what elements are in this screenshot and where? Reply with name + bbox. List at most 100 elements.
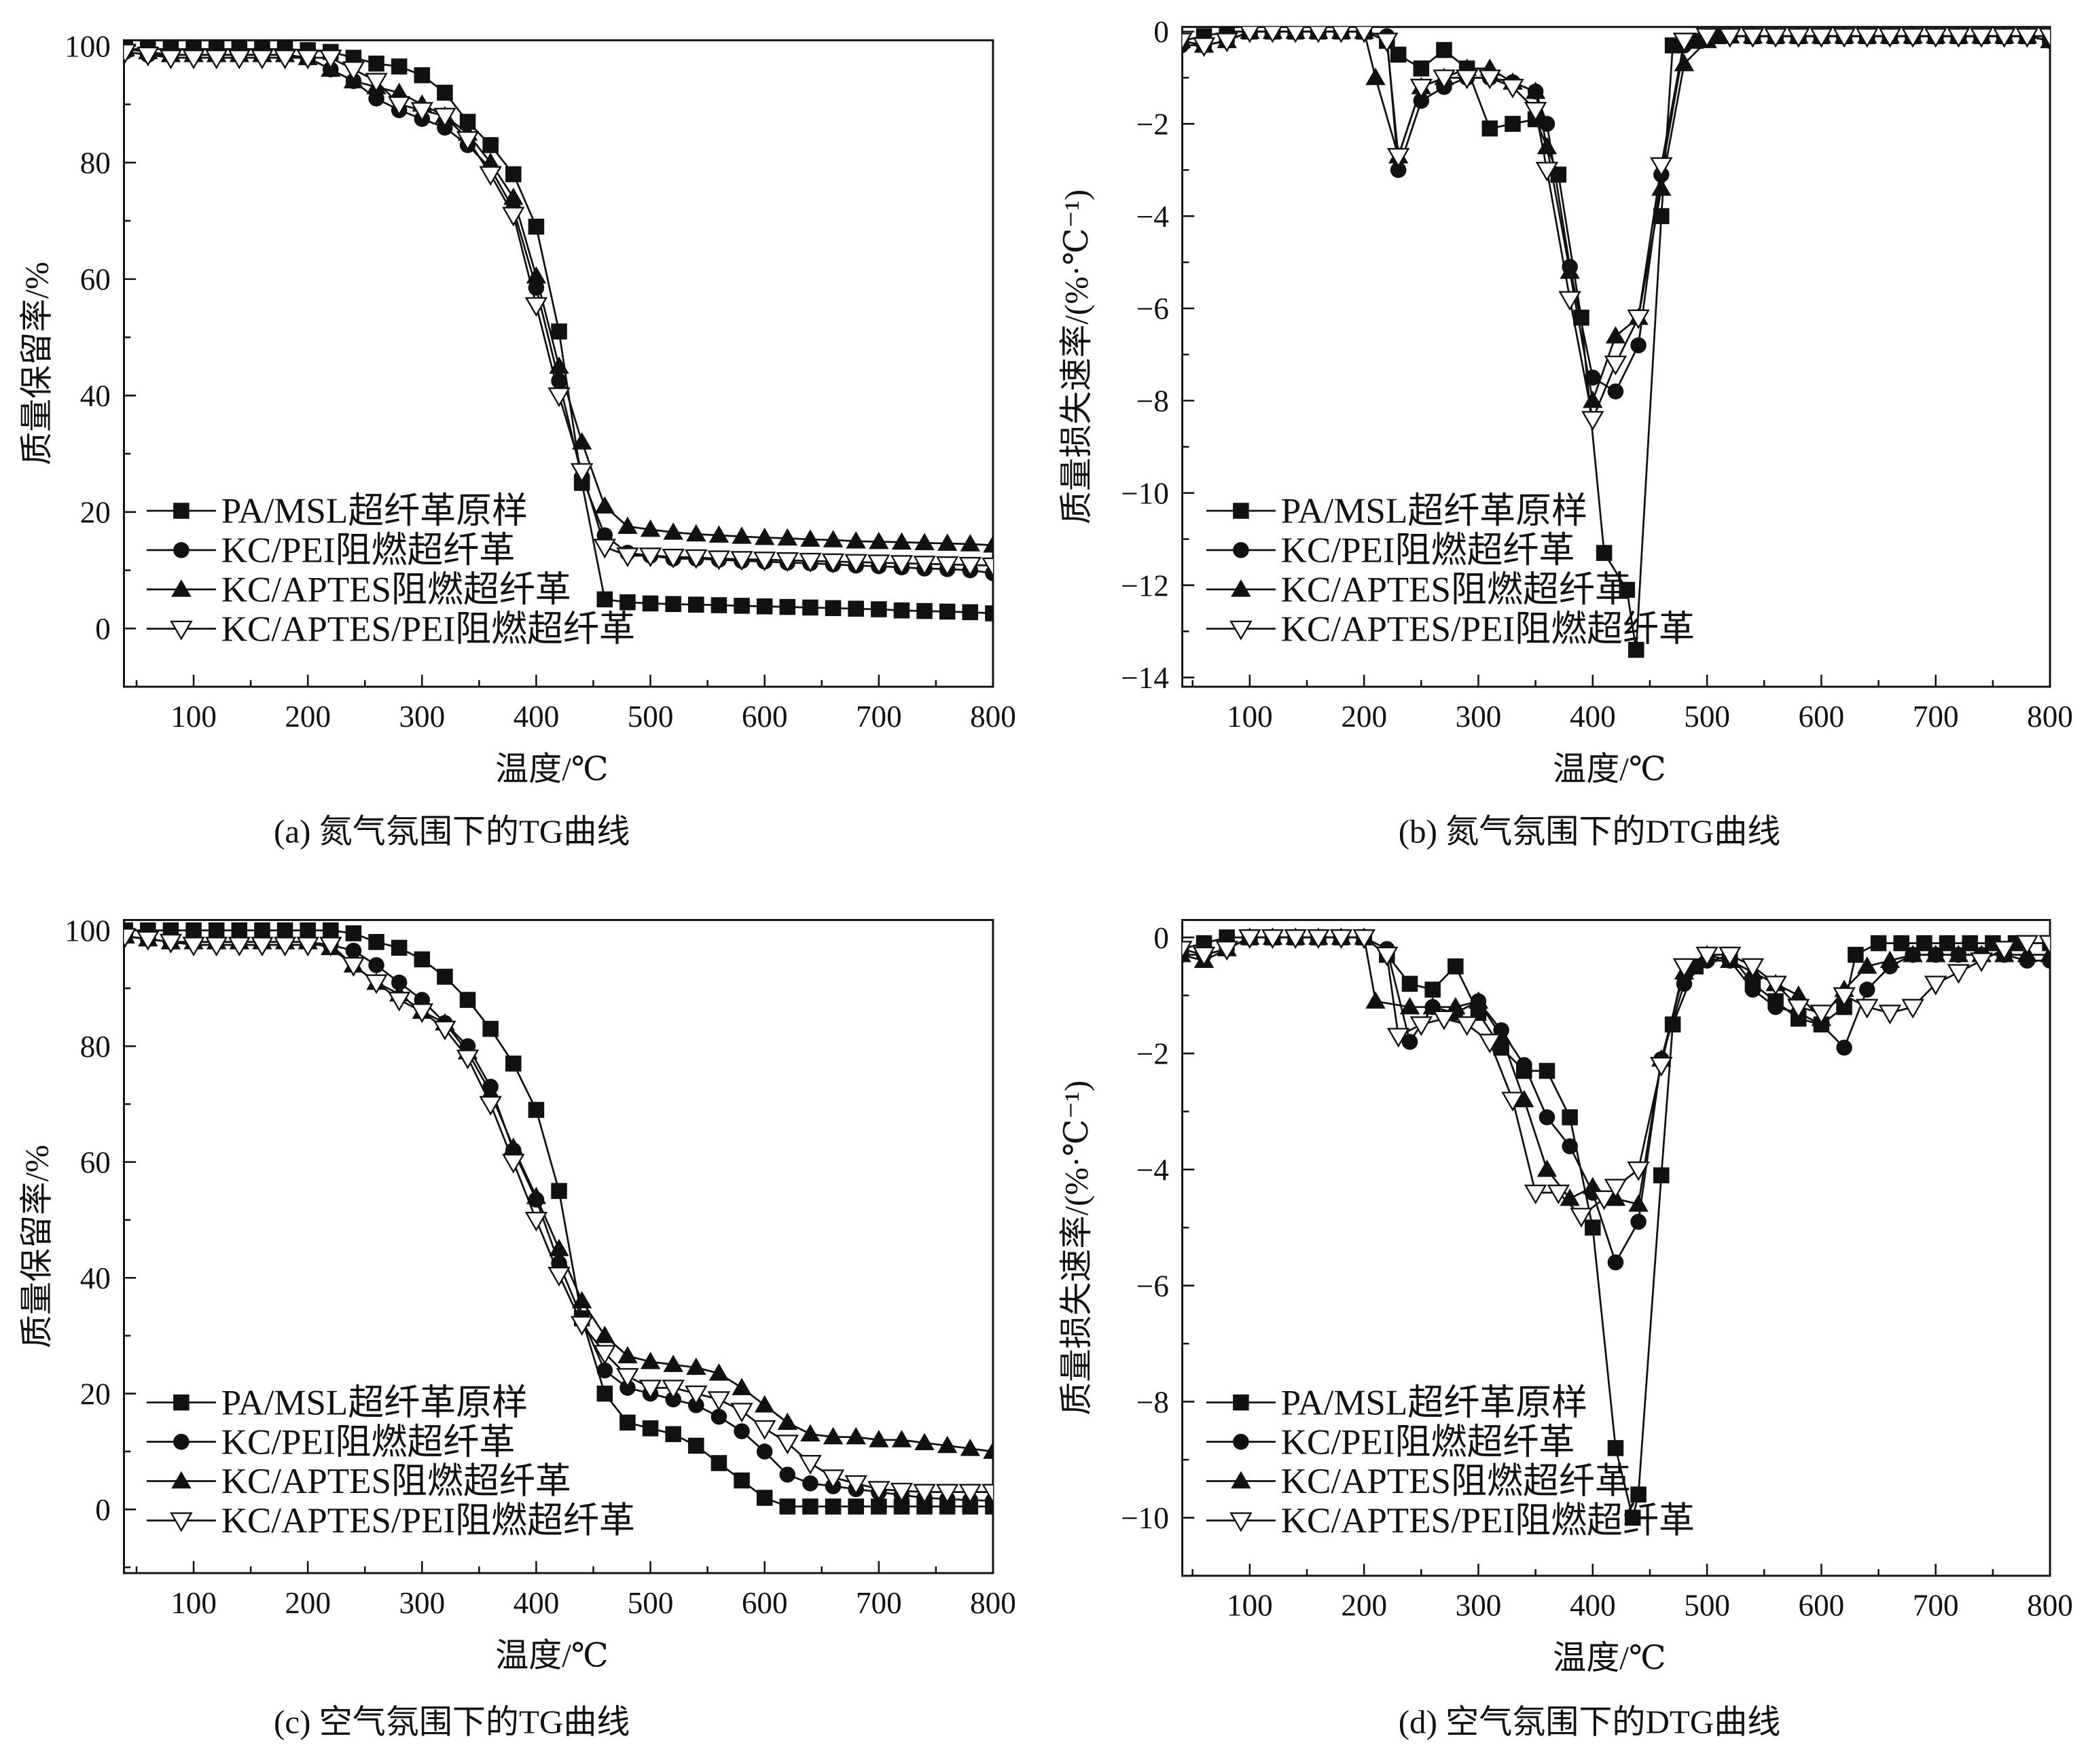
x-tick-label: 100 [170,700,217,734]
x-tick-label: 800 [970,1586,1016,1620]
legend-marker-circle [1233,542,1249,558]
data-point-square [871,1498,887,1515]
legend-label: PA/MSL超纤革原样 [1281,1383,1587,1422]
series-triangle-down [1182,26,2051,431]
y-tick-label: 80 [80,1030,111,1064]
legend-label: KC/APTES/PEI阻燃超纤革 [1281,609,1695,649]
data-point-triangle-down [296,937,319,957]
y-tick-label: 100 [65,914,111,948]
data-point-triangle-up [640,519,661,537]
data-point-triangle-down [1833,28,1856,48]
data-point-triangle-up [686,524,706,542]
data-point-square [619,1414,636,1431]
data-point-triangle-down [570,463,594,483]
legend-marker-triangle-down [170,1512,193,1532]
data-point-square [254,922,270,939]
data-point-square [802,1498,819,1515]
series-line [125,48,993,546]
data-point-triangle-up [846,530,866,549]
data-point-square [1413,60,1430,77]
data-point-triangle-down [1354,26,1373,43]
data-point-triangle-down [1855,998,1879,1019]
data-point-triangle-down [1810,28,1833,48]
data-point-circle [345,942,362,959]
data-point-square [391,939,408,956]
data-point-triangle-up [960,534,981,552]
data-point-square [688,596,704,613]
data-point-triangle-down [2015,28,2039,48]
data-point-triangle-down [1672,958,1696,978]
chart-caption: (a) 氮气氛围下的TG曲线 [274,813,630,850]
data-point-triangle-down [982,557,993,577]
data-point-square [185,922,202,939]
data-point-triangle-down [319,50,342,70]
data-point-square [962,604,979,621]
data-point-circle [1607,383,1624,400]
legend-item: KC/APTES/PEI阻燃超纤革 [1206,1501,1695,1541]
data-point-triangle-down [1718,946,1742,967]
plot-frame [1181,918,2051,1577]
y-tick-label: −8 [1136,384,1169,418]
data-point-triangle-down [1924,28,1947,48]
legend-marker-triangle-down [1229,620,1253,641]
data-point-circle [1390,162,1407,179]
legend-label: KC/PEI阻燃超纤革 [1281,1422,1575,1462]
data-point-circle [756,1443,773,1460]
data-point-square [985,605,993,622]
x-tick-label: 200 [1341,1589,1387,1623]
data-point-square [665,596,681,613]
data-point-triangle-down [1215,33,1238,53]
legend-marker-square [173,503,190,519]
y-tick-label: −6 [1136,292,1169,326]
data-point-triangle-up [1468,991,1489,1009]
y-tick-label: 0 [95,612,111,646]
y-tick-label: 60 [80,263,111,297]
data-point-triangle-down [159,933,183,954]
data-point-circle [391,974,408,991]
legend-label: KC/PEI阻燃超纤革 [221,531,516,571]
data-point-triangle-down [1924,975,1947,996]
data-point-triangle-up [708,1363,730,1381]
data-point-square [1628,641,1644,658]
data-point-triangle-down [1970,28,1993,48]
data-point-triangle-up [594,1325,615,1344]
data-point-square [551,323,567,340]
data-point-square [1607,1440,1624,1456]
legend-item: KC/PEI阻燃超纤革 [146,531,516,571]
data-point-circle [1630,337,1647,354]
data-point-triangle-down [1786,28,1810,48]
data-point-triangle-down [570,1316,594,1336]
series-triangle-down [124,43,993,577]
x-tick-label: 500 [628,700,674,734]
data-point-triangle-down [1535,162,1559,182]
data-point-triangle-down [1263,26,1282,43]
data-point-triangle-down [182,937,205,957]
data-point-triangle-down [1375,946,1399,967]
data-point-triangle-down [410,102,434,122]
data-point-square [939,603,956,620]
data-point-triangle-down [867,1481,891,1501]
data-point-triangle-down [547,1266,571,1287]
data-point-square [208,922,225,939]
y-tick-label: 40 [80,379,111,413]
plot-frame [123,39,994,688]
data-point-triangle-down [1558,291,1581,311]
data-point-triangle-down [1501,79,1524,99]
y-tick-label: 0 [95,1493,111,1527]
x-tick-label: 300 [1456,700,1502,734]
data-point-triangle-down [1284,929,1307,950]
data-point-triangle-down [1261,929,1284,950]
data-point-triangle-down [1604,1178,1628,1199]
x-tick-label: 200 [285,700,331,734]
data-point-square [848,600,864,617]
data-point-square [734,598,750,614]
data-point-square [1447,958,1464,975]
data-point-circle [711,1409,727,1425]
data-point-triangle-up [686,1357,706,1375]
legend: PA/MSL超纤革原样KC/PEI阻燃超纤革KC/APTES阻燃超纤革KC/AP… [146,492,635,649]
data-point-triangle-down [1286,26,1305,43]
data-point-triangle-down [1810,1005,1833,1025]
data-point-square [1539,1062,1555,1079]
legend-marker-square [1233,503,1249,519]
